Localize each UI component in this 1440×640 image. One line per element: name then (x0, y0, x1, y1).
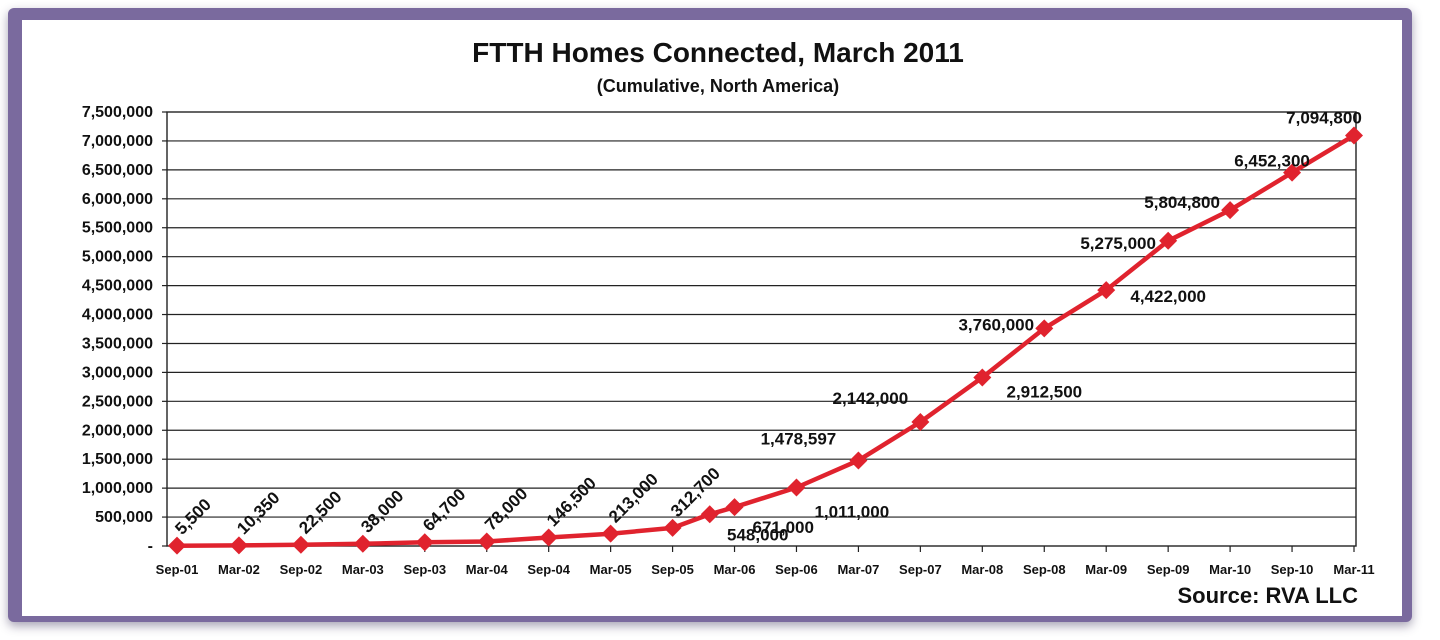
data-point-marker (663, 518, 682, 537)
gridlines (162, 111, 1357, 547)
data-point-marker (787, 478, 806, 497)
data-point-marker (725, 498, 744, 517)
y-tick-label: 7,000,000 (82, 133, 153, 150)
x-tick-label: Sep-06 (775, 562, 818, 577)
data-label: 78,000 (481, 484, 531, 534)
x-tick-label: Sep-09 (1147, 562, 1190, 577)
y-tick-label: 6,000,000 (82, 191, 153, 208)
x-axis-tick-labels: Sep-01 Mar-02 Sep-02 Mar-03 Sep-03 Mar-04 Sep-… (156, 546, 1375, 577)
data-label: 7,094,800 (1286, 108, 1362, 127)
data-point-marker (353, 534, 372, 553)
data-label: 3,760,000 (958, 315, 1034, 334)
data-point-marker (849, 451, 868, 470)
y-tick-label: 3,000,000 (82, 364, 153, 381)
data-point-marker (700, 505, 719, 524)
x-tick-label: Sep-07 (899, 562, 942, 577)
data-point-marker (539, 528, 558, 547)
data-label: 6,452,300 (1234, 152, 1310, 171)
y-tick-label: 1,000,000 (82, 480, 153, 497)
data-label: 4,422,000 (1130, 287, 1206, 306)
data-label: 1,011,000 (814, 502, 889, 521)
data-point-marker (973, 368, 992, 387)
data-label: 22,500 (295, 487, 345, 537)
y-axis-tick-labels: - 500,000 1,000,000 1,500,000 2,000,000 2,500… (82, 104, 153, 555)
data-label: 2,912,500 (1006, 382, 1082, 401)
x-tick-label: Mar-09 (1085, 562, 1127, 577)
y-tick-label: 6,500,000 (82, 162, 153, 179)
x-tick-label: Sep-05 (651, 562, 694, 577)
x-tick-label: Mar-04 (466, 562, 509, 577)
data-point-marker (168, 536, 186, 555)
data-point-marker (477, 532, 496, 551)
x-tick-label: Mar-05 (590, 562, 632, 577)
plot-area-border (166, 111, 1357, 547)
x-tick-label: Mar-10 (1209, 562, 1251, 577)
data-labels: 5,500 10,350 22,500 38,000 64,700 78,000 146,5… (171, 108, 1361, 544)
data-label: 5,275,000 (1080, 234, 1156, 253)
y-tick-label: 2,000,000 (82, 422, 153, 439)
data-label: 548,000 (727, 525, 788, 544)
y-tick-label: 2,500,000 (82, 393, 153, 410)
x-tick-label: Sep-02 (280, 562, 323, 577)
data-point-marker (1159, 231, 1178, 250)
data-label: 2,142,000 (833, 389, 909, 408)
y-tick-label: 7,500,000 (82, 104, 153, 121)
y-tick-label: 1,500,000 (82, 451, 153, 468)
data-point-marker (1035, 319, 1054, 338)
data-point-marker (911, 413, 930, 432)
data-label: 5,804,800 (1144, 193, 1220, 212)
x-tick-label: Sep-04 (527, 562, 570, 577)
data-label: 213,000 (605, 470, 662, 527)
x-tick-label: Sep-03 (403, 562, 446, 577)
x-tick-label: Mar-11 (1333, 562, 1374, 577)
data-label: 671,000 (753, 518, 814, 537)
y-tick-label: 5,000,000 (82, 249, 153, 266)
data-point-marker (601, 524, 620, 543)
chart-subtitle: (Cumulative, North America) (597, 76, 839, 96)
data-label: 10,350 (233, 488, 283, 538)
chart-title: FTTH Homes Connected, March 2011 (472, 37, 964, 68)
data-point-marker (1097, 281, 1116, 300)
y-tick-label: 4,500,000 (82, 278, 153, 295)
x-tick-label: Sep-08 (1023, 562, 1066, 577)
data-point-marker (291, 535, 310, 554)
source-note: Source: RVA LLC (1177, 583, 1358, 608)
x-tick-label: Mar-02 (218, 562, 260, 577)
y-tick-label: - (148, 538, 153, 555)
data-point-marker (1345, 126, 1363, 145)
data-label: 64,700 (419, 485, 469, 535)
x-tick-label: Mar-06 (714, 562, 756, 577)
data-markers (168, 126, 1363, 555)
data-point-marker (1221, 201, 1240, 220)
data-point-marker (1283, 163, 1302, 182)
data-label: 146,500 (543, 473, 600, 530)
x-tick-label: Mar-08 (961, 562, 1003, 577)
x-tick-label: Sep-10 (1271, 562, 1314, 577)
y-tick-label: 500,000 (95, 509, 153, 526)
data-point-marker (229, 536, 248, 555)
y-tick-label: 3,500,000 (82, 335, 153, 352)
y-tick-label: 4,000,000 (82, 307, 153, 324)
x-tick-label: Mar-03 (342, 562, 384, 577)
x-tick-label: Sep-01 (156, 562, 199, 577)
y-tick-label: 5,500,000 (82, 220, 153, 237)
data-label: 38,000 (357, 486, 407, 536)
data-point-marker (415, 533, 434, 552)
data-label: 1,478,597 (761, 429, 837, 448)
x-tick-label: Mar-07 (837, 562, 879, 577)
